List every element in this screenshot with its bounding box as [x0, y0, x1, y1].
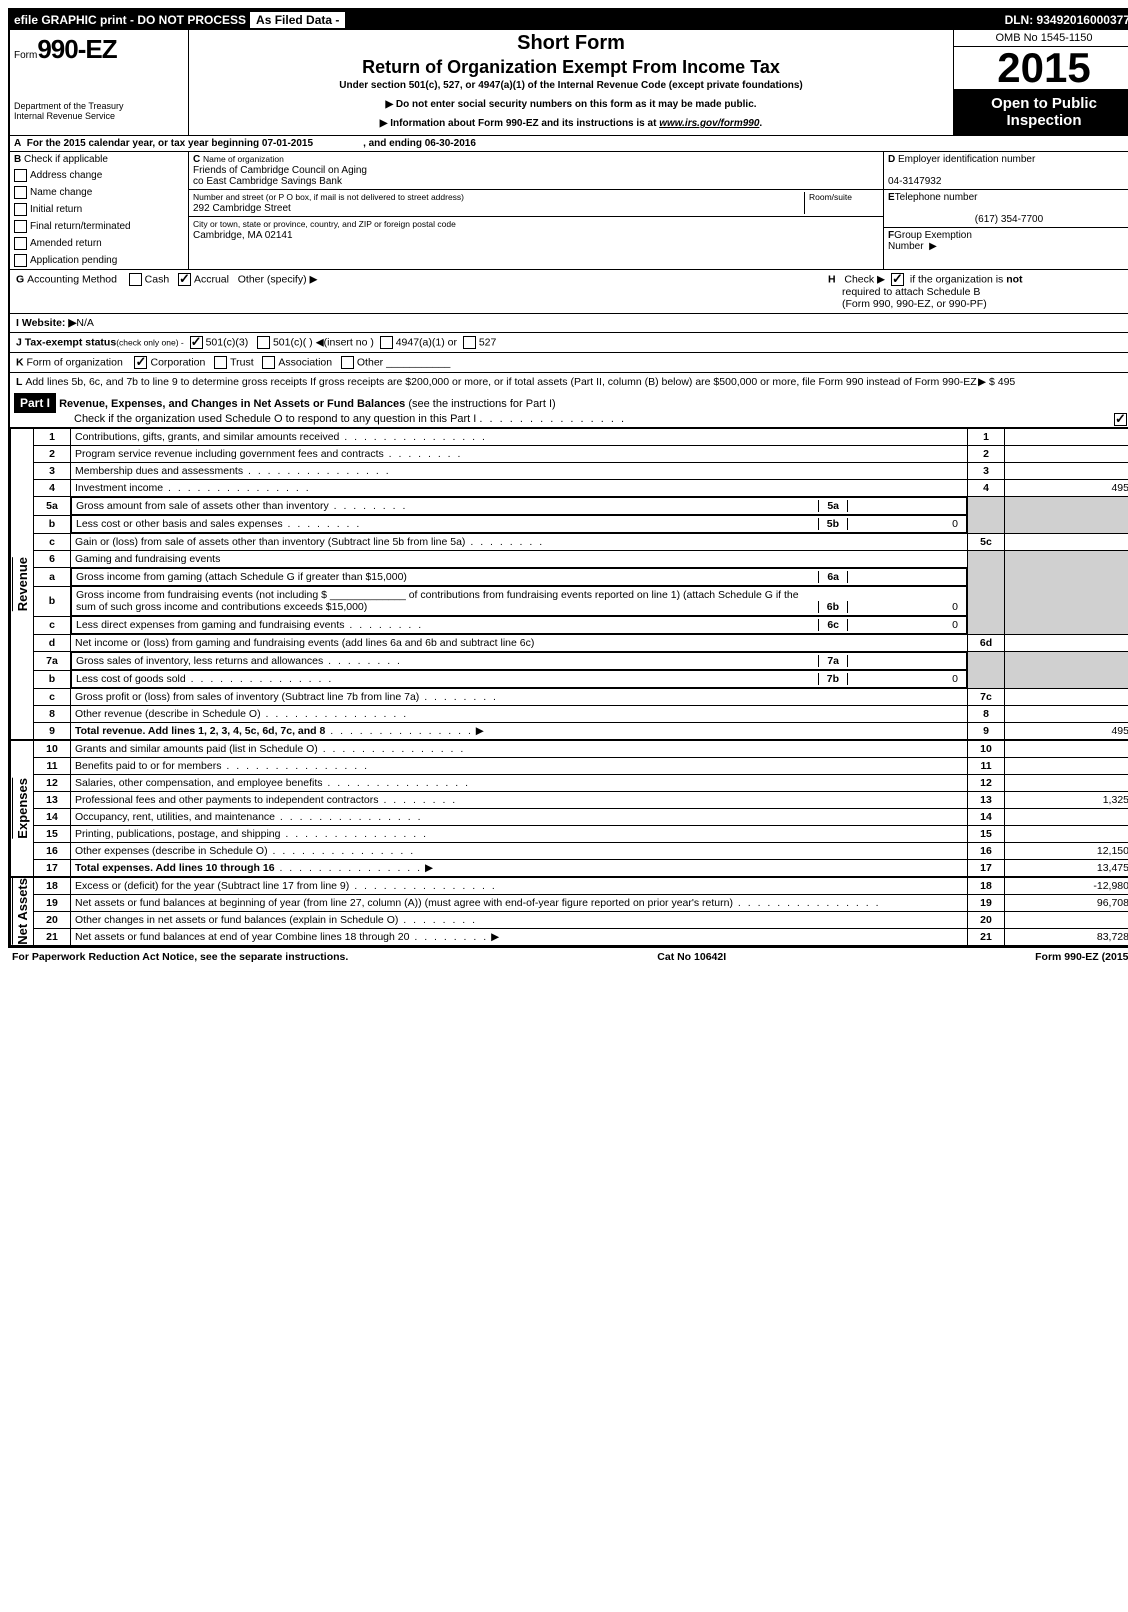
header-row: Form990-EZ Department of the Treasury In…: [10, 30, 1128, 136]
chk-initial[interactable]: [14, 203, 27, 216]
footer-left: For Paperwork Reduction Act Notice, see …: [12, 951, 348, 963]
org-name1: Friends of Cambridge Council on Aging: [193, 165, 367, 176]
box-b: B Check if applicable Address change Nam…: [10, 152, 189, 269]
row-l: L Add lines 5b, 6c, and 7b to line 9 to …: [10, 373, 1128, 391]
dln: DLN: 93492016000377: [1005, 13, 1128, 27]
phone: (617) 354-7700: [888, 214, 1128, 225]
chk-amended[interactable]: [14, 237, 27, 250]
row-k: K Form of organization Corporation Trust…: [10, 353, 1128, 373]
chk-trust[interactable]: [214, 356, 227, 369]
notice2: ▶ Information about Form 990-EZ and its …: [195, 118, 947, 129]
revenue-section: Revenue 1Contributions, gifts, grants, a…: [10, 428, 1128, 740]
row-a: A For the 2015 calendar year, or tax yea…: [10, 136, 1128, 152]
tax-year: 2015: [954, 47, 1128, 89]
footer-right: Form 990-EZ (2015): [1035, 951, 1128, 963]
dept1: Department of the Treasury: [14, 101, 184, 111]
chk-4947[interactable]: [380, 336, 393, 349]
dept2: Internal Revenue Service: [14, 111, 184, 121]
efile-label: efile GRAPHIC print - DO NOT PROCESS: [14, 13, 246, 27]
chk-cash[interactable]: [129, 273, 142, 286]
chk-final[interactable]: [14, 220, 27, 233]
box-c: C Name of organization Friends of Cambri…: [189, 152, 884, 269]
org-city: Cambridge, MA 02141: [193, 230, 293, 241]
chk-pending[interactable]: [14, 254, 27, 267]
expenses-section: Expenses 10Grants and similar amounts pa…: [10, 740, 1128, 877]
chk-schedule-o[interactable]: [1114, 413, 1127, 426]
row-j: J Tax-exempt status(check only one) - 50…: [10, 333, 1128, 353]
irs-link[interactable]: www.irs.gov/form990: [659, 118, 759, 129]
form-container: efile GRAPHIC print - DO NOT PROCESS As …: [8, 8, 1128, 948]
asfiled-box: As Filed Data -: [250, 12, 345, 28]
org-name2: co East Cambridge Savings Bank: [193, 176, 342, 187]
form-label: Form: [14, 50, 37, 61]
row-g-h: G Accounting Method Cash Accrual Other (…: [10, 270, 1128, 314]
chk-assoc[interactable]: [262, 356, 275, 369]
org-addr: 292 Cambridge Street: [193, 203, 291, 214]
title-return: Return of Organization Exempt From Incom…: [195, 57, 947, 78]
title-short-form: Short Form: [195, 32, 947, 55]
chk-address[interactable]: [14, 169, 27, 182]
chk-other-org[interactable]: [341, 356, 354, 369]
top-bar: efile GRAPHIC print - DO NOT PROCESS As …: [10, 10, 1128, 30]
chk-schedule-b[interactable]: [891, 273, 904, 286]
header-left: Form990-EZ Department of the Treasury In…: [10, 30, 189, 135]
netassets-section: Net Assets 18Excess or (deficit) for the…: [10, 877, 1128, 946]
footer: For Paperwork Reduction Act Notice, see …: [8, 948, 1128, 966]
form-number: 990-EZ: [37, 34, 116, 64]
chk-501c[interactable]: [257, 336, 270, 349]
chk-527[interactable]: [463, 336, 476, 349]
notice1: Do not enter social security numbers on …: [195, 99, 947, 110]
ein: 04-3147932: [888, 176, 941, 187]
chk-name[interactable]: [14, 186, 27, 199]
header-center: Short Form Return of Organization Exempt…: [189, 30, 954, 135]
chk-corp[interactable]: [134, 356, 147, 369]
gross-receipts: ▶ $ 495: [978, 376, 1128, 388]
section-bcd: B Check if applicable Address change Nam…: [10, 152, 1128, 270]
chk-accrual[interactable]: [178, 273, 191, 286]
header-right: OMB No 1545-1150 2015 Open to Public Ins…: [954, 30, 1128, 135]
subtitle: Under section 501(c), 527, or 4947(a)(1)…: [195, 80, 947, 91]
open-inspection: Open to Public Inspection: [954, 89, 1128, 135]
website-val: N/A: [76, 317, 94, 329]
row-i: I Website: ▶N/A: [10, 314, 1128, 333]
part1-header: Part I Revenue, Expenses, and Changes in…: [10, 391, 1128, 428]
footer-mid: Cat No 10642I: [657, 951, 726, 963]
chk-501c3[interactable]: [190, 336, 203, 349]
box-d: D Employer identification number 04-3147…: [884, 152, 1128, 269]
